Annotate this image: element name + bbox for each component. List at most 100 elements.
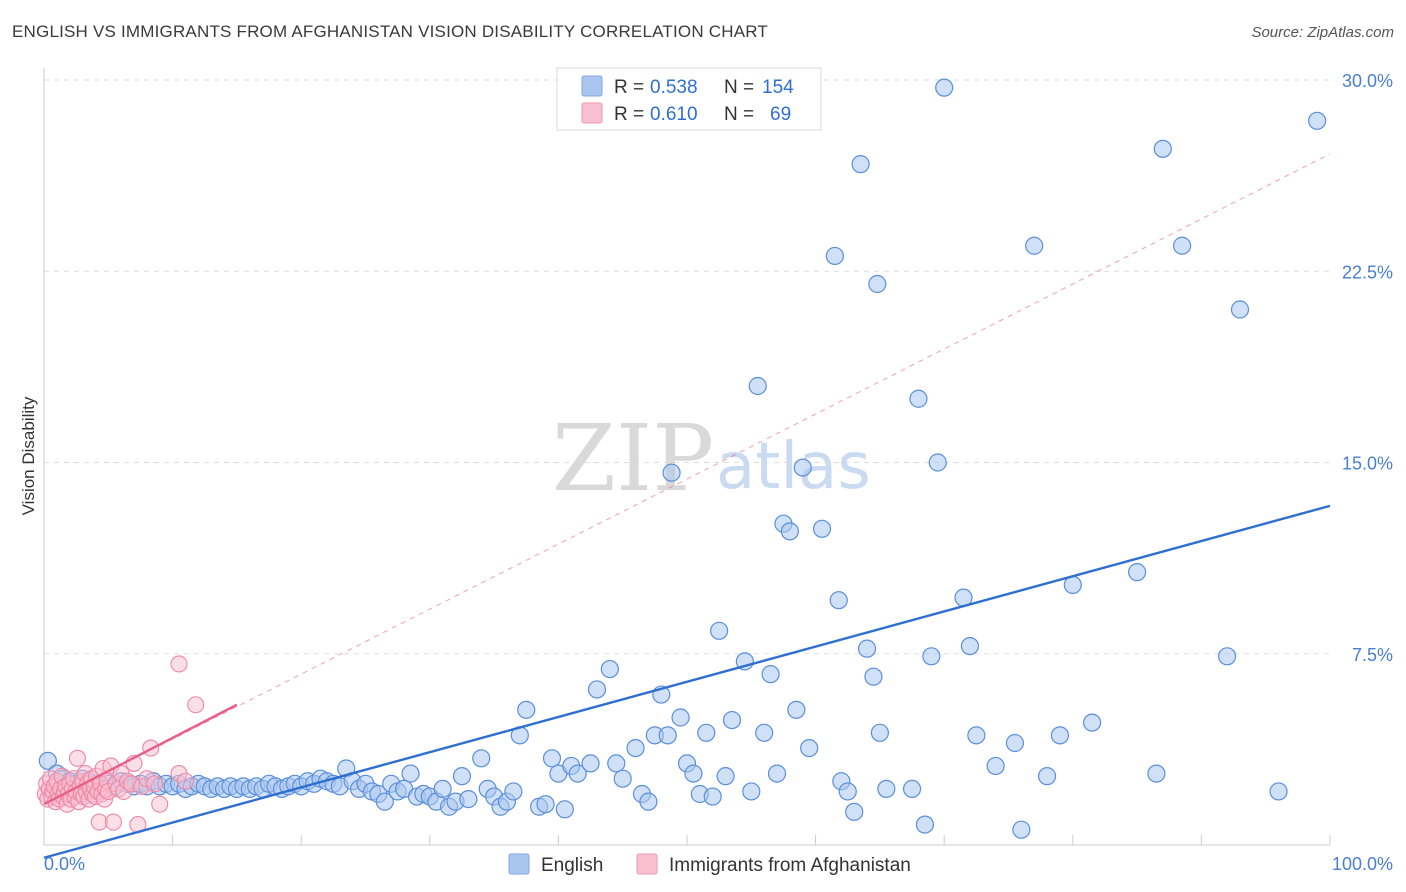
english-point bbox=[710, 621, 729, 640]
english-point bbox=[375, 792, 394, 811]
english-point bbox=[868, 274, 887, 294]
afghan-trend-extended bbox=[43, 153, 1331, 805]
bottom-legend-swatch-afghan bbox=[636, 853, 658, 875]
axes bbox=[43, 68, 1330, 846]
english-point bbox=[671, 708, 690, 727]
legend-box: R = 0.538 N = 154 R = 0.610 N = 69 bbox=[556, 67, 822, 131]
afghan-point bbox=[151, 795, 169, 813]
trend-lines bbox=[43, 504, 1331, 859]
legend-swatch-english bbox=[581, 75, 603, 97]
bottom-legend-label-afghan: Immigrants from Afghanistan bbox=[669, 855, 911, 876]
english-point bbox=[1153, 139, 1172, 158]
english-point bbox=[716, 767, 735, 786]
afghan-point bbox=[104, 813, 122, 831]
english-point bbox=[1025, 236, 1044, 255]
y-tick-label: 7.5% bbox=[1352, 645, 1393, 665]
watermark: ZIP atlas bbox=[552, 405, 871, 512]
english-point bbox=[38, 751, 57, 770]
english-point bbox=[1012, 820, 1031, 839]
english-point bbox=[825, 246, 844, 266]
english-point bbox=[800, 738, 819, 758]
y-tick-label: 15.0% bbox=[1342, 454, 1393, 474]
english-point bbox=[517, 700, 536, 719]
english-point bbox=[662, 463, 681, 482]
english-point bbox=[703, 787, 722, 806]
english-point bbox=[1173, 236, 1192, 255]
english-point bbox=[787, 700, 806, 719]
afghan-point bbox=[187, 696, 205, 714]
afghan-trend-dashed bbox=[43, 153, 1331, 805]
english-point bbox=[928, 453, 947, 472]
english-point bbox=[600, 659, 619, 679]
legend-n-value-afghan: 69 bbox=[770, 104, 791, 125]
english-point bbox=[536, 795, 555, 814]
english-point bbox=[960, 636, 980, 656]
bottom-legend: English Immigrants from Afghanistan bbox=[508, 853, 911, 876]
afghan-points bbox=[36, 655, 205, 834]
english-point bbox=[838, 782, 857, 801]
english-point bbox=[857, 639, 877, 658]
english-point bbox=[1037, 767, 1057, 786]
y-tick-label: 30.0% bbox=[1342, 71, 1393, 91]
english-point bbox=[1308, 111, 1327, 130]
bottom-legend-label-english: English bbox=[541, 855, 603, 876]
english-point bbox=[459, 789, 478, 809]
english-point bbox=[613, 769, 632, 788]
y-axis-label: Vision Disability bbox=[19, 396, 38, 515]
english-point bbox=[1147, 764, 1166, 783]
english-point bbox=[935, 78, 954, 97]
english-point bbox=[697, 723, 716, 742]
english-point bbox=[851, 155, 870, 174]
x-tick-label-max: 100.0% bbox=[1332, 854, 1393, 874]
english-point bbox=[812, 519, 832, 538]
english-point bbox=[755, 723, 774, 742]
english-point bbox=[1127, 563, 1147, 582]
english-point bbox=[472, 749, 491, 768]
english-point bbox=[504, 782, 523, 801]
english-point bbox=[626, 738, 645, 758]
english-point bbox=[902, 779, 922, 799]
english-point bbox=[1269, 782, 1288, 801]
english-point bbox=[909, 389, 928, 408]
watermark-atlas: atlas bbox=[716, 430, 871, 504]
english-point bbox=[967, 726, 986, 745]
chart-source: Source: ZipAtlas.com bbox=[1251, 24, 1394, 41]
x-tick-label-min: 0.0% bbox=[44, 854, 85, 874]
english-point bbox=[986, 756, 1005, 776]
english-point bbox=[1082, 713, 1102, 732]
afghan-point bbox=[146, 775, 164, 793]
english-point bbox=[684, 764, 703, 783]
english-point bbox=[829, 591, 848, 610]
english-trend-line bbox=[43, 504, 1331, 859]
english-point bbox=[607, 754, 626, 773]
english-point bbox=[793, 458, 812, 477]
english-point bbox=[864, 667, 883, 686]
afghan-point bbox=[68, 749, 86, 767]
english-point bbox=[581, 754, 600, 773]
english-point bbox=[658, 726, 677, 745]
english-point bbox=[761, 665, 780, 684]
english-point bbox=[433, 779, 452, 799]
legend-n-label-afghan: N = bbox=[724, 104, 754, 125]
afghan-trend-line bbox=[43, 703, 238, 806]
english-point bbox=[870, 723, 890, 742]
legend-n-value-english: 154 bbox=[762, 77, 794, 98]
english-point bbox=[922, 647, 941, 666]
english-point bbox=[1230, 300, 1250, 319]
legend-r-value-afghan: 0.610 bbox=[650, 104, 698, 125]
english-point bbox=[401, 764, 420, 783]
grid-lines bbox=[44, 79, 1331, 845]
watermark-zip: ZIP bbox=[552, 405, 714, 512]
english-point bbox=[568, 764, 587, 783]
english-point bbox=[877, 779, 896, 799]
english-point bbox=[1218, 647, 1237, 666]
tick-labels: 7.5% 15.0% 22.5% 30.0% 0.0% 100.0% bbox=[44, 71, 1393, 874]
english-point bbox=[722, 710, 742, 730]
english-point bbox=[915, 815, 935, 834]
legend-swatch-afghan bbox=[581, 102, 603, 124]
english-point bbox=[542, 749, 562, 768]
afghan-point bbox=[176, 772, 195, 790]
legend-n-label-english: N = bbox=[724, 77, 754, 98]
legend-r-label-afghan: R = bbox=[614, 104, 644, 125]
